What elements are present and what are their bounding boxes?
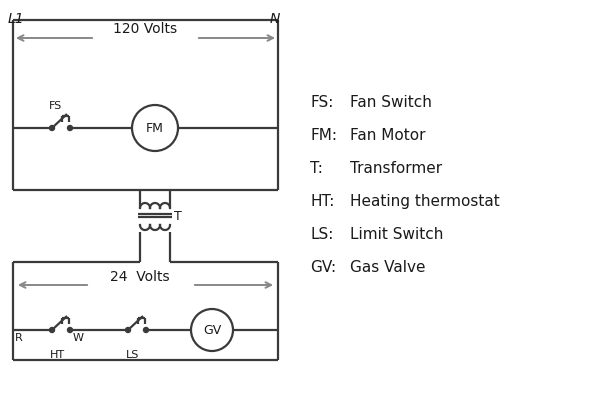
- Text: FM:: FM:: [310, 128, 337, 143]
- Text: FM: FM: [146, 122, 164, 134]
- Circle shape: [191, 309, 233, 351]
- Text: W: W: [73, 333, 84, 343]
- Text: 120 Volts: 120 Volts: [113, 22, 177, 36]
- Text: 24  Volts: 24 Volts: [110, 270, 170, 284]
- Text: Transformer: Transformer: [350, 161, 442, 176]
- Circle shape: [143, 328, 149, 332]
- Text: L1: L1: [8, 12, 25, 26]
- Text: Fan Motor: Fan Motor: [350, 128, 425, 143]
- Text: Gas Valve: Gas Valve: [350, 260, 425, 275]
- Text: Limit Switch: Limit Switch: [350, 227, 443, 242]
- Text: T:: T:: [310, 161, 323, 176]
- Circle shape: [50, 328, 54, 332]
- Text: T: T: [174, 210, 182, 222]
- Text: HT: HT: [50, 350, 64, 360]
- Circle shape: [67, 126, 73, 130]
- Text: FS: FS: [49, 101, 63, 111]
- Text: FS:: FS:: [310, 95, 333, 110]
- Text: R: R: [15, 333, 23, 343]
- Text: GV:: GV:: [310, 260, 336, 275]
- Text: LS: LS: [126, 350, 140, 360]
- Text: N: N: [270, 12, 280, 26]
- Text: HT:: HT:: [310, 194, 335, 209]
- Circle shape: [67, 328, 73, 332]
- Text: Fan Switch: Fan Switch: [350, 95, 432, 110]
- Circle shape: [132, 105, 178, 151]
- Text: GV: GV: [203, 324, 221, 336]
- Circle shape: [50, 126, 54, 130]
- Text: Heating thermostat: Heating thermostat: [350, 194, 500, 209]
- Circle shape: [126, 328, 130, 332]
- Text: LS:: LS:: [310, 227, 333, 242]
